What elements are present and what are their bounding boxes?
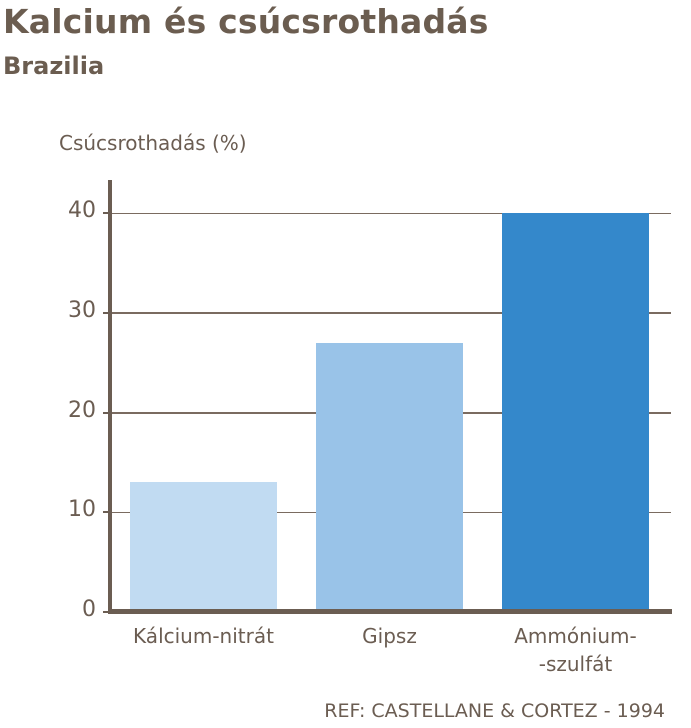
y-tick-label: 0 <box>82 597 96 622</box>
y-axis-line <box>108 180 112 614</box>
y-tick <box>103 411 110 414</box>
y-tick <box>103 311 110 314</box>
x-category-label-line: Kálcium-nitrát <box>133 624 274 648</box>
x-category-label-line: -szulfát <box>538 652 613 676</box>
y-tick-label: 20 <box>68 397 96 423</box>
y-tick-label: 40 <box>68 198 96 223</box>
y-tick <box>103 611 110 613</box>
y-tick-label: 30 <box>68 297 96 323</box>
x-category-label: Kálcium-nitrát <box>100 622 307 650</box>
gridline <box>110 212 671 214</box>
x-category-label: Gipsz <box>286 622 493 650</box>
x-axis-line <box>108 609 672 614</box>
chart-title: Kalcium és csúcsrothadás <box>3 2 489 41</box>
y-tick <box>103 511 110 514</box>
bar-3 <box>502 213 649 612</box>
y-tick <box>103 212 110 214</box>
gridline <box>110 312 671 314</box>
x-category-label-line: Ammónium- <box>514 624 637 648</box>
bar-2 <box>316 342 463 612</box>
chart-subtitle: Brazilia <box>3 52 105 80</box>
y-tick-label: 10 <box>68 497 96 523</box>
x-category-label: Ammónium- -szulfát <box>472 622 679 678</box>
x-category-label-line: Gipsz <box>362 624 417 648</box>
reference-note: REF: CASTELLANE & CORTEZ - 1994 <box>324 700 665 722</box>
bar-1 <box>130 482 277 612</box>
y-axis-label: Csúcsrothadás (%) <box>59 131 247 155</box>
